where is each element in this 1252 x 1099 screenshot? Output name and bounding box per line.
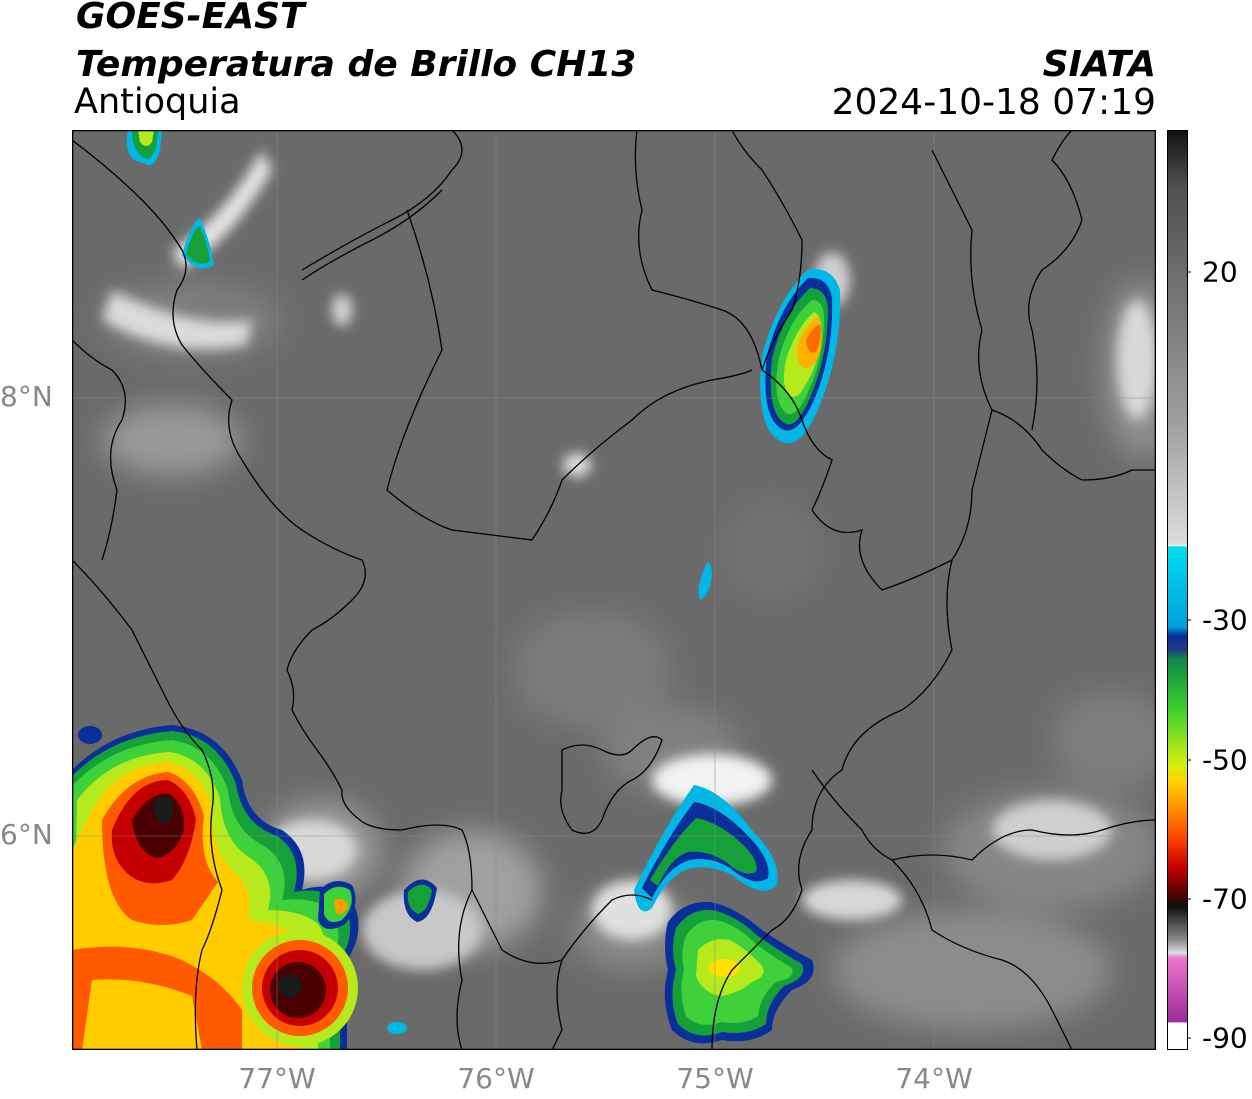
colorbar-tick-minus50: -50 — [1202, 743, 1248, 777]
graticule — [72, 130, 1156, 1050]
colorbar — [1167, 130, 1191, 1050]
convective-cell-south — [242, 879, 437, 1046]
organization-label: SIATA — [1042, 44, 1156, 85]
cloud-streak-center — [698, 562, 712, 600]
convective-cell-northeast — [760, 269, 841, 444]
lon-tick-74w: 74°W — [895, 1062, 973, 1095]
convective-system-south-center — [634, 785, 814, 1044]
lon-tick-75w: 75°W — [676, 1062, 754, 1095]
region-label: Antioquia — [74, 82, 241, 122]
colorbar-tick-marks — [1188, 271, 1191, 1039]
colorbar-gradient — [1167, 130, 1188, 1050]
colorbar-tick-minus90: -90 — [1202, 1021, 1248, 1055]
lon-tick-76w: 76°W — [457, 1062, 535, 1095]
lon-tick-77w: 77°W — [238, 1062, 316, 1095]
colorbar-tick-minus70: -70 — [1202, 882, 1248, 916]
convective-cell-northwest — [126, 130, 214, 269]
lat-tick-6n: 6°N — [0, 818, 53, 851]
datetime-label: 2024-10-18 07:19 — [831, 82, 1156, 123]
boundaries — [72, 130, 1156, 1050]
colorbar-tick-20: 20 — [1202, 255, 1238, 289]
map-frame — [72, 130, 1156, 1050]
product-title: Temperatura de Brillo CH13 — [76, 44, 637, 85]
colorbar-tick-minus30: -30 — [1202, 603, 1248, 637]
lat-tick-8n: 8°N — [0, 380, 53, 413]
satellite-title: GOES-EAST — [76, 0, 305, 37]
cloud-fragment-west — [78, 726, 407, 1034]
brightness-temperature-map — [72, 130, 1156, 1050]
